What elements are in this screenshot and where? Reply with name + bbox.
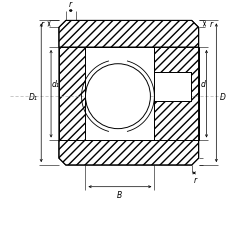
Text: d₁: d₁ [52, 80, 60, 89]
Polygon shape [85, 48, 154, 141]
Text: D₁: D₁ [28, 92, 37, 101]
Polygon shape [154, 72, 190, 102]
Polygon shape [154, 72, 190, 102]
Text: r: r [41, 20, 44, 29]
Text: r: r [193, 176, 196, 185]
Text: D: D [219, 92, 225, 101]
Text: r: r [209, 20, 212, 29]
Circle shape [85, 64, 150, 129]
Text: B: B [117, 190, 122, 199]
Polygon shape [59, 141, 198, 165]
Polygon shape [59, 21, 198, 48]
Polygon shape [154, 48, 198, 141]
Polygon shape [154, 72, 190, 102]
Polygon shape [59, 48, 85, 141]
Text: d: d [200, 80, 205, 89]
Text: r: r [69, 0, 72, 9]
